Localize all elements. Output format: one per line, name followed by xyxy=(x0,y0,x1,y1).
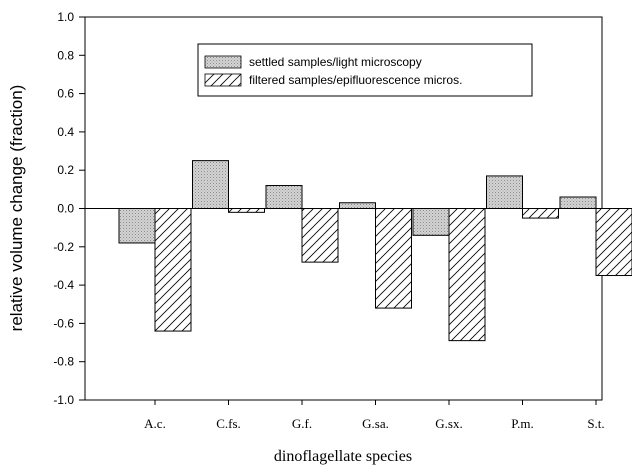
legend-label-filtered: filtered samples/epifluorescence micros. xyxy=(249,73,462,87)
y-tick-label: -0.2 xyxy=(53,240,74,254)
y-tick-label: -0.4 xyxy=(53,278,74,292)
plot-area: -1.0 -0.8 -0.6 -0.4 -0.2 0.0 0.2 0.4 0.6 0.8 1.0 A.… xyxy=(53,10,632,431)
bar-settled xyxy=(339,202,376,210)
x-tick-label: C.fs. xyxy=(216,416,241,431)
y-tick-label: -0.6 xyxy=(53,316,74,330)
x-tick-label: S.t. xyxy=(587,416,604,431)
bar-settled xyxy=(265,185,303,210)
legend: settled samples/light microscopy filtere… xyxy=(197,43,533,97)
x-tick-label: G.sx. xyxy=(435,416,462,431)
y-tick-label: 0.6 xyxy=(57,87,74,101)
y-tick-label: -0.8 xyxy=(53,355,74,369)
bar-filtered xyxy=(448,208,486,342)
bar-settled xyxy=(118,208,156,244)
bar-filtered xyxy=(595,208,632,277)
bar-settled xyxy=(559,196,597,209)
x-tick-label: A.c. xyxy=(144,416,166,431)
bar-settled xyxy=(412,208,450,236)
legend-swatch-settled xyxy=(204,55,242,69)
y-tick-label: 0.8 xyxy=(57,48,74,62)
x-tick-label: G.f. xyxy=(292,416,312,431)
x-tick-label: G.sa. xyxy=(362,416,389,431)
y-tick-label: 0.4 xyxy=(57,125,74,139)
legend-swatch-filtered xyxy=(204,73,242,87)
legend-box xyxy=(197,43,533,97)
x-tick-label: P.m. xyxy=(511,416,533,431)
y-tick-label: -1.0 xyxy=(53,393,74,407)
y-axis-title: relative volume change (fraction) xyxy=(7,85,26,332)
y-tick-label: 0.2 xyxy=(57,163,74,177)
bar-settled xyxy=(486,175,523,210)
bar-settled xyxy=(192,160,229,209)
bar-filtered xyxy=(522,208,559,219)
y-tick-label: 1.0 xyxy=(57,10,74,24)
bar-filtered xyxy=(375,208,412,309)
bar-filtered xyxy=(154,208,192,332)
legend-label-settled: settled samples/light microscopy xyxy=(249,55,422,69)
bar-filtered xyxy=(228,208,265,213)
bar-filtered xyxy=(301,208,339,263)
x-axis-title: dinoflagellate species xyxy=(274,448,412,465)
y-tick-label: 0.0 xyxy=(57,202,74,216)
